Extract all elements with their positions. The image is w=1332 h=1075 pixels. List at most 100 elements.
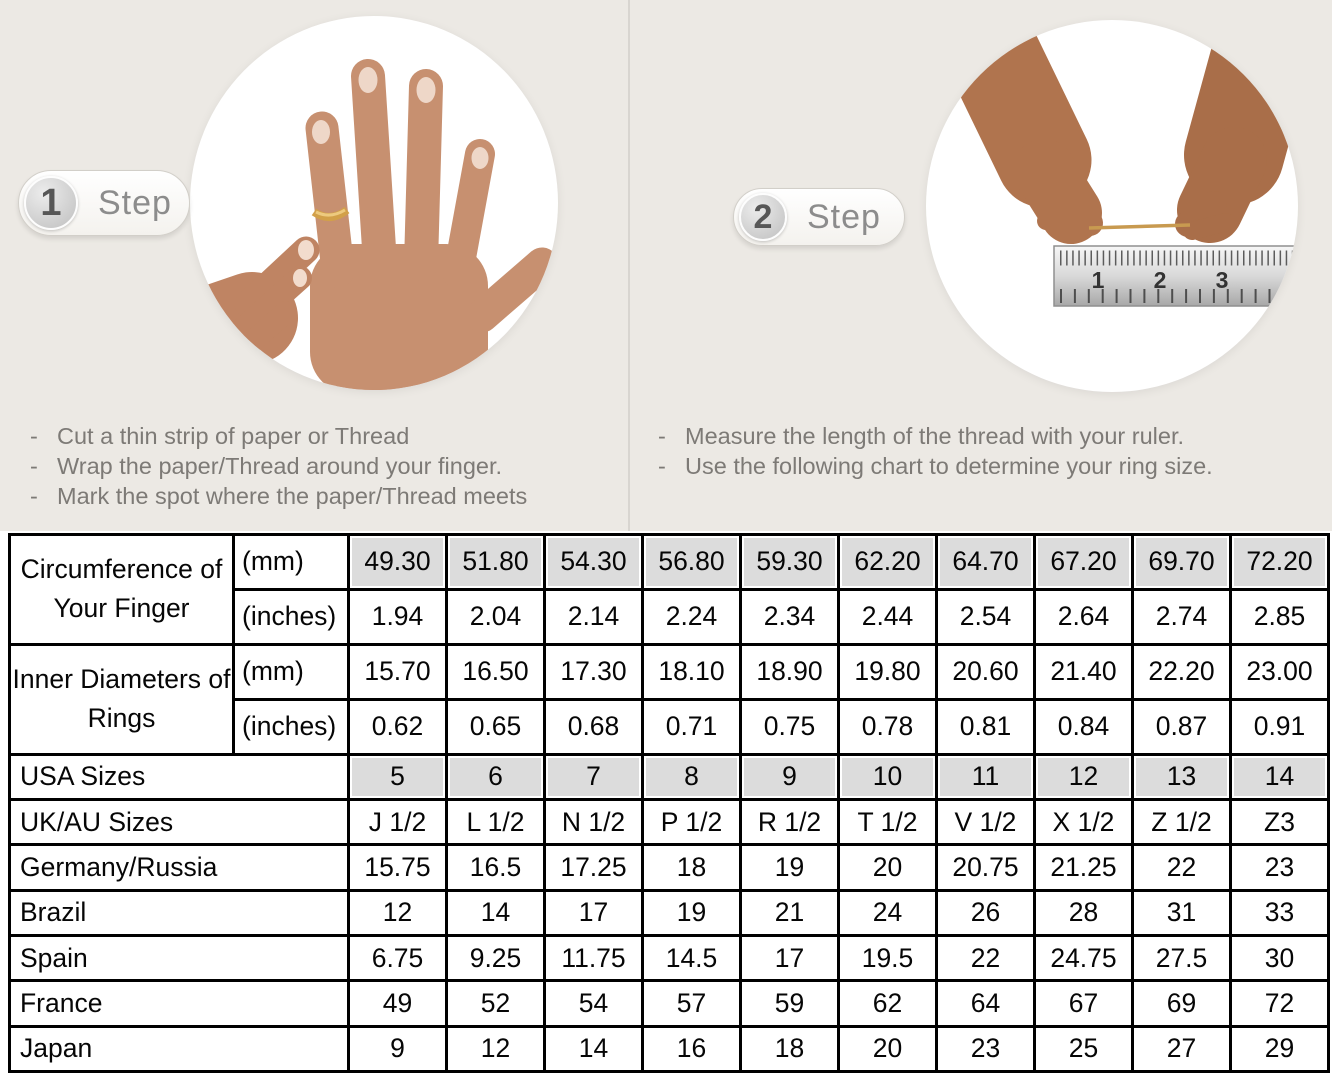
size-table-cell: 7 [543, 752, 644, 802]
step2-instructions: - Measure the length of the thread with y… [658, 421, 1326, 481]
size-table-cell: 59 [739, 979, 840, 1028]
size-table-cell: 2.04 [445, 587, 546, 646]
size-table-cell: 0.78 [837, 697, 938, 756]
size-table-cell: 1.94 [347, 587, 448, 646]
size-table-cell: 28 [1033, 888, 1134, 938]
step1-number: 1 [24, 176, 78, 230]
size-table-cell: 22 [935, 933, 1036, 983]
left-hand-shape [933, 20, 1103, 244]
size-table-cell: 0.75 [739, 697, 840, 756]
size-table-cell: 27 [1131, 1024, 1232, 1074]
size-table-cell: 2.24 [641, 587, 742, 646]
ring-size-table-body: Circumference of Your Finger (mm) 49.30 51.… [8, 533, 1330, 1074]
size-table-cell: 54.30 [543, 533, 644, 591]
size-table-cell: 2.64 [1033, 587, 1134, 646]
size-table-cell: 19.80 [837, 642, 938, 701]
size-table-cell: 24 [837, 888, 938, 938]
step1-label: Step [98, 183, 172, 222]
size-table-cell: 17.30 [543, 642, 644, 701]
size-table-cell: 13 [1131, 752, 1232, 802]
size-table-cell: 57 [641, 979, 742, 1028]
size-table-cell: 33 [1229, 888, 1330, 938]
size-table-cell: 16.50 [445, 642, 546, 701]
size-table-cell: 17 [543, 888, 644, 938]
size-table-cell: 31 [1131, 888, 1232, 938]
step2-number: 2 [739, 193, 787, 241]
size-table-cell: 6 [445, 752, 546, 802]
size-table-cell: 69 [1131, 979, 1232, 1028]
size-table-cell: 2.14 [543, 587, 644, 646]
size-table-cell: 19.5 [837, 933, 938, 983]
size-table-cell: 21 [739, 888, 840, 938]
size-table-cell: 51.80 [445, 533, 546, 591]
ruler-mark-1: 1 [1092, 267, 1105, 293]
size-table-row-label: Spain [8, 933, 350, 983]
size-table-cell: 0.62 [347, 697, 448, 756]
size-table-cell: 20.60 [935, 642, 1036, 701]
size-table-cell: 0.87 [1131, 697, 1232, 756]
thread-ruler-photo: 1 2 3 [926, 20, 1298, 392]
bullet-text: Mark the spot where the paper/Thread mee… [57, 483, 528, 509]
size-table-row: Circumference of Your Finger (mm) 49.30 51.… [8, 533, 1330, 646]
size-table-cell: 15.70 [347, 642, 448, 701]
size-table-cell: 12 [1033, 752, 1134, 802]
right-hand-shape [1175, 20, 1298, 243]
size-table-cell: 19 [641, 888, 742, 938]
size-table-row-label: France [8, 979, 350, 1028]
thread-measurement-illustration: 1 2 3 [933, 20, 1298, 307]
size-table-cell: 67.20 [1033, 533, 1134, 591]
thread-icon [1088, 223, 1191, 230]
size-table-cell: 0.68 [543, 697, 644, 756]
size-table-row: France 49 52 54 57 59 62 64 67 69 72 [8, 979, 1330, 1028]
bullet-text: Measure the length of the thread with yo… [685, 423, 1185, 449]
size-table-cell: 56.80 [641, 533, 742, 591]
bullet-dash: - [658, 453, 666, 479]
size-table-cell: 14.5 [641, 933, 742, 983]
size-table-cell: 72 [1229, 979, 1330, 1028]
size-table-cell: 59.30 [739, 533, 840, 591]
size-table-cell: 10 [837, 752, 938, 802]
ruler-mark-2: 2 [1154, 267, 1167, 293]
size-table-cell: 2.54 [935, 587, 1036, 646]
size-table-cell: 69.70 [1131, 533, 1232, 591]
size-table-cell: 2.34 [739, 587, 840, 646]
size-table-cell: 2.74 [1131, 587, 1232, 646]
size-table-cell: 20 [837, 843, 938, 892]
step2-label: Step [807, 197, 881, 236]
size-table-cell: 23.00 [1229, 642, 1330, 701]
ruler-icon: 1 2 3 [1053, 245, 1298, 307]
bullet-dash: - [658, 423, 666, 449]
size-table-cell: T 1/2 [837, 798, 938, 847]
size-table-cell: 21.40 [1033, 642, 1134, 701]
size-table-row: Japan 9 12 14 16 18 20 23 25 27 29 [8, 1024, 1330, 1074]
size-table-cell: 67 [1033, 979, 1134, 1028]
size-table-row-label: Germany/Russia [8, 843, 350, 892]
size-table-cell: 20 [837, 1024, 938, 1074]
size-table-cell: 17.25 [543, 843, 644, 892]
size-table-cell: 26 [935, 888, 1036, 938]
size-table-cell: 6.75 [347, 933, 448, 983]
hand-with-ring-photo [190, 16, 558, 390]
size-table-cell: 15.75 [347, 843, 448, 892]
size-table-row-label: Brazil [8, 888, 350, 938]
size-table-cell: 17 [739, 933, 840, 983]
size-table-cell: 14 [1229, 752, 1330, 802]
size-table-row: Brazil 12 14 17 19 21 24 26 28 31 33 [8, 888, 1330, 938]
size-table-cell: R 1/2 [739, 798, 840, 847]
size-table-cell: 49.30 [347, 533, 448, 591]
size-table-cell: 14 [445, 888, 546, 938]
gold-ring-highlight [315, 208, 346, 217]
bullet-dash: - [30, 483, 38, 509]
size-table-cell: 5 [347, 752, 448, 802]
size-table-cell: 30 [1229, 933, 1330, 983]
size-table-cell: X 1/2 [1033, 798, 1134, 847]
size-table-cell: 64.70 [935, 533, 1036, 591]
instruction-bullet: - Mark the spot where the paper/Thread me… [30, 481, 630, 511]
size-table-unit-label: (mm) [232, 533, 350, 591]
size-table-row: (inches) 0.62 0.65 0.68 0.71 0.75 0.78 0.81 0.84… [10, 697, 1330, 756]
size-table-row: Inner Diameters of Rings (mm) 15.70 16.50 17… [8, 642, 1330, 756]
bullet-text: Wrap the paper/Thread around your finger… [57, 453, 503, 479]
size-table-cell: Z3 [1229, 798, 1330, 847]
size-table-cell: 49 [347, 979, 448, 1028]
